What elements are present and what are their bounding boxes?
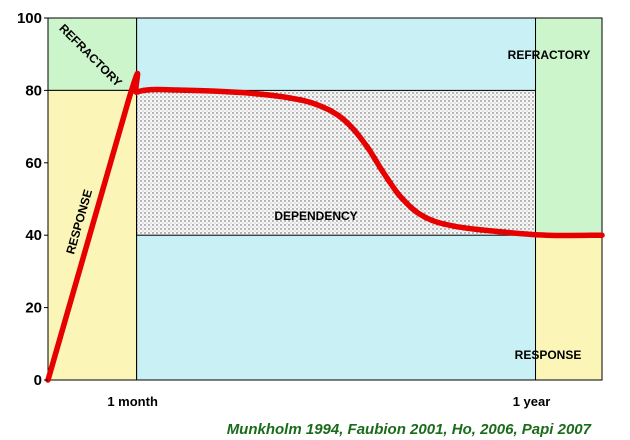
x-tick-label: 1 month xyxy=(107,394,158,409)
region-label-refractory-late: REFRACTORY xyxy=(508,48,591,62)
ticks-layer: 0 20 40 60 80 100 1 month 1 year xyxy=(17,10,550,409)
region-label-response-late: RESPONSE xyxy=(515,348,582,362)
y-tick-label: 40 xyxy=(25,227,42,244)
region-refractory-late xyxy=(535,17,603,236)
plot-frame xyxy=(47,17,603,381)
series-line xyxy=(45,70,605,383)
region-response-late xyxy=(535,234,603,381)
regions-layer xyxy=(47,17,603,381)
y-tick-label: 80 xyxy=(25,82,42,99)
y-tick-label: 100 xyxy=(17,10,42,27)
region-refractory-early xyxy=(47,17,138,91)
x-tick-label: 1 year xyxy=(513,394,551,409)
y-tick-label: 20 xyxy=(25,300,42,317)
y-tick-label: 0 xyxy=(34,372,42,389)
region-label-dependency: DEPENDENCY xyxy=(274,209,357,223)
axes-layer xyxy=(47,17,603,381)
y-tick-label: 60 xyxy=(25,155,42,172)
citation-text: Munkholm 1994, Faubion 2001, Ho, 2006, P… xyxy=(227,421,592,438)
series-layer xyxy=(45,70,605,383)
